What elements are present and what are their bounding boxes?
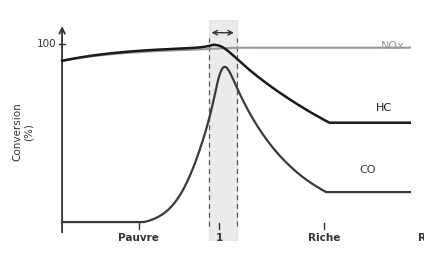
Text: Richesse: Richesse bbox=[418, 233, 424, 243]
Text: HC: HC bbox=[377, 103, 393, 113]
Text: Riche: Riche bbox=[308, 233, 340, 243]
Text: CO: CO bbox=[359, 165, 375, 174]
Text: 1: 1 bbox=[216, 233, 223, 243]
Bar bbox=[209, 20, 237, 241]
Text: Pauvre: Pauvre bbox=[118, 233, 159, 243]
Text: 100: 100 bbox=[37, 39, 57, 49]
Text: NOx: NOx bbox=[381, 41, 404, 51]
Text: Conversion
(%): Conversion (%) bbox=[12, 103, 34, 162]
